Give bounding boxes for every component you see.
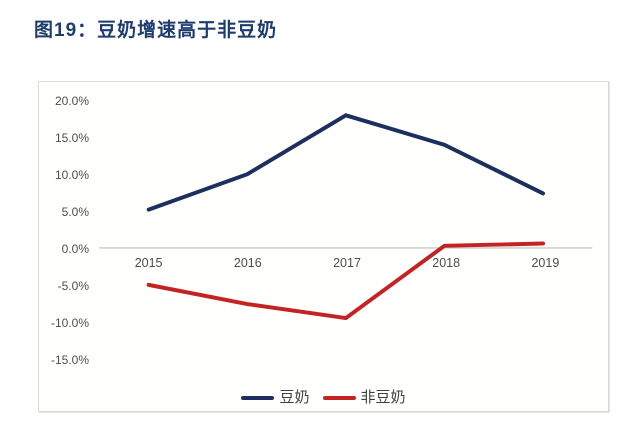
y-axis-tick-label: 0.0%: [61, 242, 89, 256]
x-axis-year-label: 2017: [333, 256, 361, 270]
series-line-non-soymilk: [146, 241, 546, 321]
x-axis-year-label: 2015: [134, 256, 163, 270]
figure-title: 图19：豆奶增速高于非豆奶: [34, 20, 278, 41]
legend-label: 非豆奶: [360, 389, 406, 406]
x-axis-year-label: 2018: [432, 256, 461, 270]
legend-line-swatch: [322, 396, 356, 400]
line-chart-canvas: [99, 113, 593, 321]
y-axis-tick-label: 5.0%: [61, 204, 89, 219]
legend-line-swatch: [241, 396, 275, 400]
legend-item-non-soymilk: 非豆奶: [322, 388, 406, 408]
y-axis-tick-label: 10.0%: [54, 167, 89, 182]
y-axis-tick-label: -10.0%: [50, 316, 89, 331]
chart-frame: 豆奶 非豆奶 20.0% 15.0% 10.0% 5.0% 0.0% -5.0% -10.0%…: [38, 81, 609, 412]
y-axis-tick-label: 15.0%: [54, 130, 89, 145]
legend-label: 豆奶: [279, 389, 310, 406]
y-axis-tick-label: 20.0%: [54, 93, 89, 108]
series-line-soymilk: [146, 113, 546, 212]
x-axis-year-label: 2019: [531, 256, 560, 270]
x-axis-year-label: 2016: [233, 256, 262, 270]
legend-item-soymilk: 豆奶: [241, 388, 310, 408]
y-axis-tick-label: -5.0%: [57, 279, 89, 294]
y-axis-tick-label: -15.0%: [50, 353, 89, 368]
chart-legend: 豆奶 非豆奶: [39, 387, 608, 409]
